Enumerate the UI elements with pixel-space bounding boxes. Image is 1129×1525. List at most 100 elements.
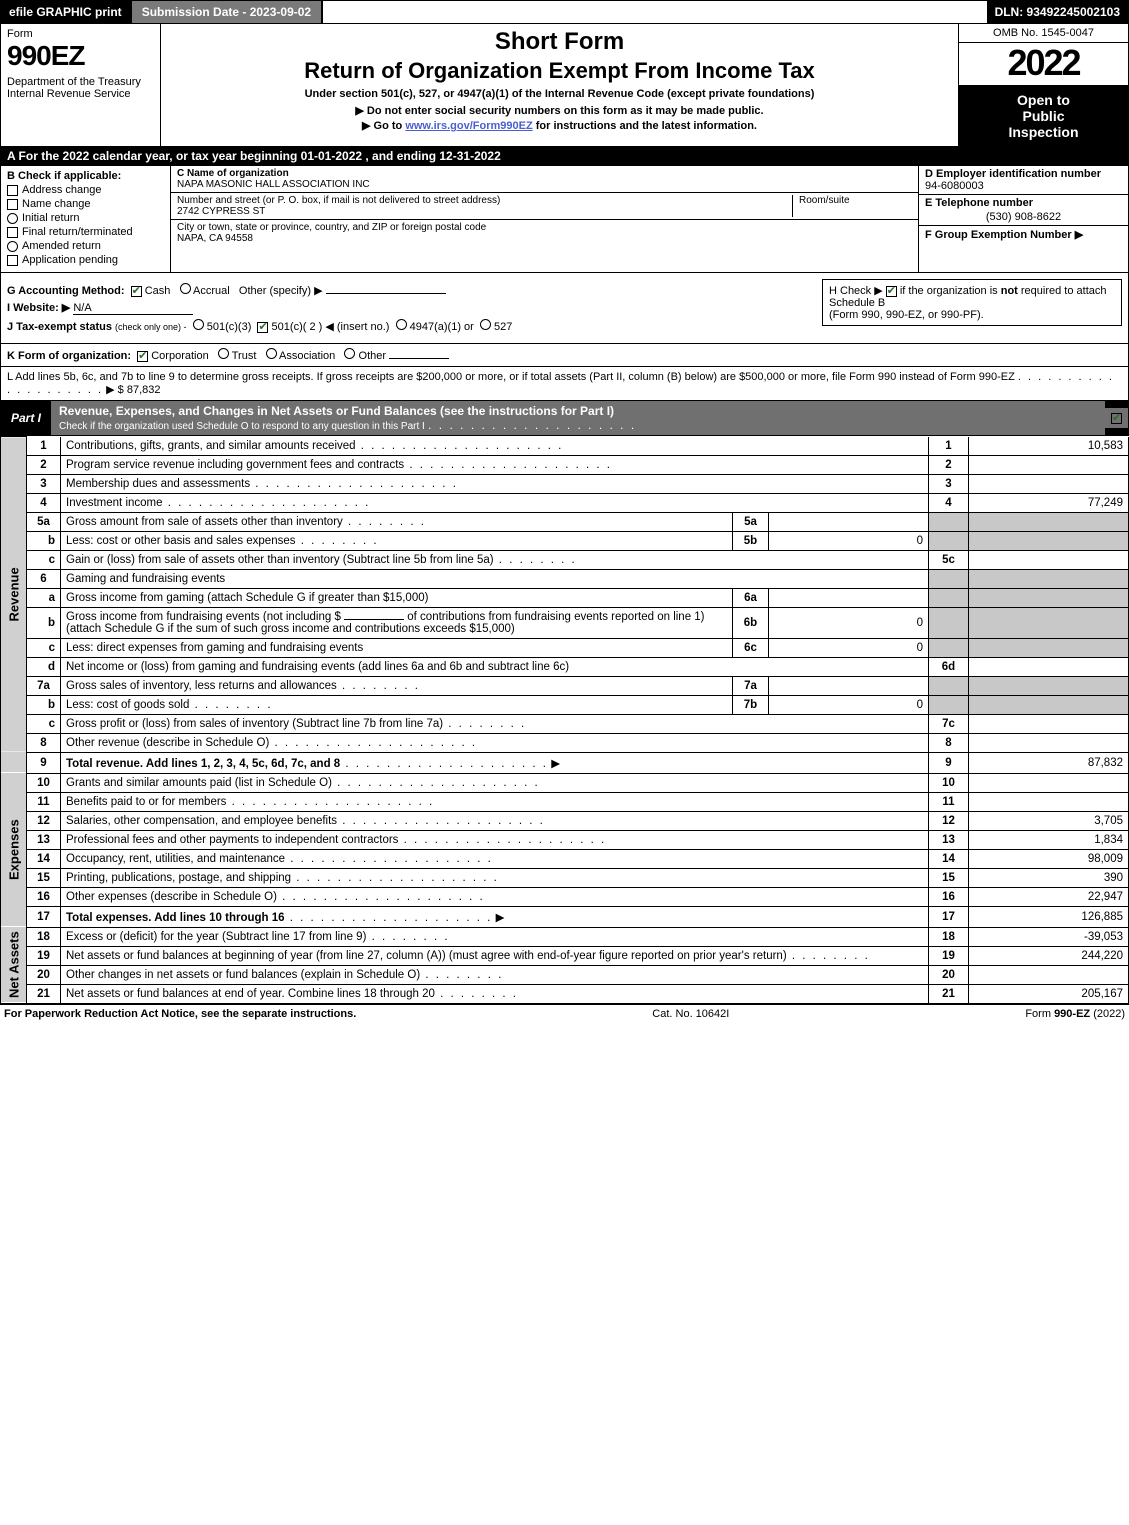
l6c-box: 6c (733, 638, 769, 657)
k-assoc-radio[interactable] (266, 348, 277, 359)
part-i-dots (428, 418, 636, 432)
l5b-grey2 (969, 531, 1129, 550)
k-trust-radio[interactable] (218, 348, 229, 359)
l6a-d: Gross income from gaming (attach Schedul… (61, 588, 733, 607)
g-other-input[interactable] (326, 293, 446, 294)
k-opt-3: Other (359, 350, 387, 362)
l4-d: Investment income (66, 497, 370, 509)
l7b-d: Less: cost of goods sold (66, 699, 273, 711)
j-opt1: 501(c)(3) (207, 321, 252, 333)
b-opt-pending[interactable]: Application pending (7, 254, 164, 266)
top-bar: efile GRAPHIC print Submission Date - 20… (0, 0, 1129, 24)
b-opt-address[interactable]: Address change (7, 184, 164, 196)
line-6c-row: c Less: direct expenses from gaming and … (1, 638, 1129, 657)
j-sub: (check only one) - (115, 322, 187, 332)
f-group: F Group Exemption Number ▶ (919, 226, 1128, 243)
l18-num: 18 (929, 927, 969, 946)
line-2-row: 2 Program service revenue including gove… (1, 455, 1129, 474)
l7a-grey2 (969, 676, 1129, 695)
l6b-d1: Gross income from fundraising events (no… (66, 611, 341, 623)
part-i-schedule-o-check[interactable] (1111, 413, 1122, 424)
sub3-post: for instructions and the latest informat… (533, 120, 757, 132)
l8-amt (969, 733, 1129, 752)
g-accrual-radio[interactable] (180, 283, 191, 294)
l16-n: 16 (27, 887, 61, 906)
l6b-blank[interactable] (344, 619, 404, 620)
l10-n: 10 (27, 773, 61, 792)
irs-link[interactable]: www.irs.gov/Form990EZ (405, 120, 532, 132)
j-opt1-radio[interactable] (193, 319, 204, 330)
l19-num: 19 (929, 946, 969, 965)
footer-right-bold: 990-EZ (1054, 1008, 1090, 1020)
l-value: 87,832 (127, 384, 161, 396)
l13-n: 13 (27, 830, 61, 849)
col-b: B Check if applicable: Address change Na… (1, 166, 171, 272)
l6a-box: 6a (733, 588, 769, 607)
l2-amt (969, 455, 1129, 474)
checkbox-icon[interactable] (7, 255, 18, 266)
h-checkbox-filled[interactable] (886, 286, 897, 297)
k-other-radio[interactable] (344, 348, 355, 359)
b-opt-initial[interactable]: Initial return (7, 212, 164, 224)
b-opt-amended[interactable]: Amended return (7, 240, 164, 252)
l7a-d: Gross sales of inventory, less returns a… (66, 680, 420, 692)
l15-num: 15 (929, 868, 969, 887)
l14-num: 14 (929, 849, 969, 868)
line-6b-row: b Gross income from fundraising events (… (1, 607, 1129, 638)
line-5c-row: c Gain or (loss) from sale of assets oth… (1, 550, 1129, 569)
l6b-grey2 (969, 607, 1129, 638)
radio-icon[interactable] (7, 241, 18, 252)
radio-icon[interactable] (7, 213, 18, 224)
k-other-input[interactable] (389, 358, 449, 359)
l10-num: 10 (929, 773, 969, 792)
l6a-bval (769, 588, 929, 607)
j-opt2: 501(c)( 2 ) ◀ (insert no.) (272, 321, 390, 333)
l20-d: Other changes in net assets or fund bala… (66, 969, 503, 981)
line-6-row: 6 Gaming and fundraising events (1, 569, 1129, 588)
h-text2: if the organization is (900, 285, 1001, 297)
j-opt4-radio[interactable] (480, 319, 491, 330)
g-cash-check[interactable] (131, 286, 142, 297)
l13-amt: 1,834 (969, 830, 1129, 849)
checkbox-icon[interactable] (7, 185, 18, 196)
part-i-endcheck (1105, 408, 1128, 428)
l10-d: Grants and similar amounts paid (list in… (66, 777, 540, 789)
k-corp-check[interactable] (137, 351, 148, 362)
l21-d: Net assets or fund balances at end of ye… (66, 988, 518, 1000)
l18-d: Excess or (deficit) for the year (Subtra… (66, 931, 450, 943)
l11-num: 11 (929, 792, 969, 811)
j-opt3-radio[interactable] (396, 319, 407, 330)
c-name-value: NAPA MASONIC HALL ASSOCIATION INC (177, 179, 370, 190)
l7a-bval (769, 676, 929, 695)
l6c-d: Less: direct expenses from gaming and fu… (61, 638, 733, 657)
l14-d: Occupancy, rent, utilities, and maintena… (66, 853, 493, 865)
g-accrual: Accrual (193, 285, 230, 297)
l6b-bval: 0 (769, 607, 929, 638)
b-label: B Check if applicable: (7, 170, 164, 182)
part-i-tag: Part I (1, 408, 51, 428)
b-opt-name[interactable]: Name change (7, 198, 164, 210)
b-opt-final[interactable]: Final return/terminated (7, 226, 164, 238)
efile-label[interactable]: efile GRAPHIC print (1, 1, 130, 23)
dln-label: DLN: 93492245002103 (987, 1, 1128, 23)
l6a-grey2 (969, 588, 1129, 607)
line-7c-row: c Gross profit or (loss) from sales of i… (1, 714, 1129, 733)
j-opt2-check[interactable] (257, 322, 268, 333)
submission-date: Submission Date - 2023-09-02 (130, 1, 323, 23)
line-7a-row: 7a Gross sales of inventory, less return… (1, 676, 1129, 695)
section-bcdef: B Check if applicable: Address change Na… (0, 166, 1129, 273)
form-title: Return of Organization Exempt From Incom… (169, 58, 950, 84)
l15-amt: 390 (969, 868, 1129, 887)
checkbox-icon[interactable] (7, 199, 18, 210)
form-number: 990EZ (7, 42, 154, 70)
part-i-check-text: Check if the organization used Schedule … (59, 421, 425, 432)
d-label: D Employer identification number (925, 168, 1101, 180)
checkbox-icon[interactable] (7, 227, 18, 238)
l7c-d: Gross profit or (loss) from sales of inv… (66, 718, 526, 730)
form-header: Form 990EZ Department of the Treasury In… (0, 24, 1129, 147)
l17-n: 17 (27, 906, 61, 927)
j-label: J Tax-exempt status (7, 321, 112, 333)
line-17-row: 17 Total expenses. Add lines 10 through … (1, 906, 1129, 927)
l15-n: 15 (27, 868, 61, 887)
l-arrow: ▶ $ (106, 384, 124, 396)
